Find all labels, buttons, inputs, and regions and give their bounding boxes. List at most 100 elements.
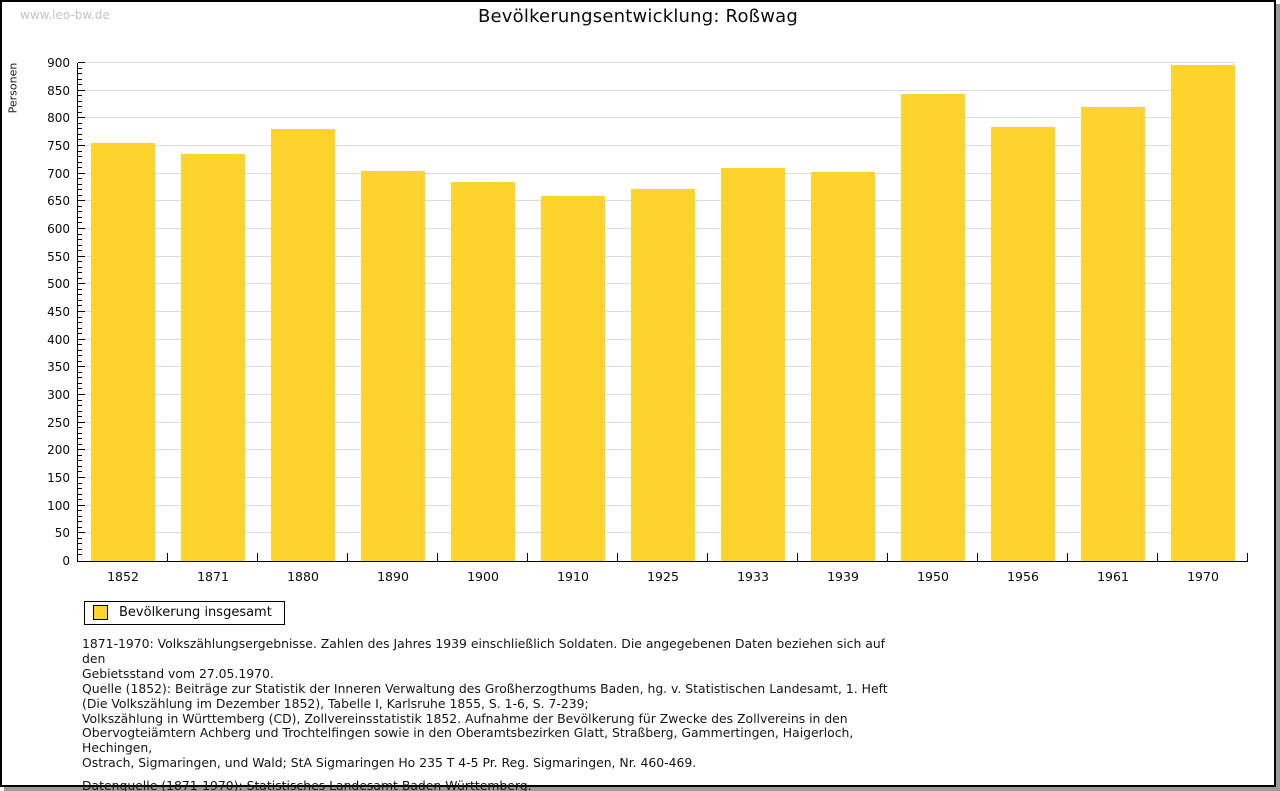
- y-tick: [78, 399, 82, 401]
- y-tick: [78, 438, 82, 440]
- y-tick: [78, 416, 82, 418]
- y-tick: [78, 178, 82, 180]
- y-tick: [78, 272, 82, 274]
- bar-1961: [1081, 107, 1145, 561]
- y-tick-label: 50: [54, 526, 70, 541]
- watermark: www.leo-bw.de: [20, 8, 110, 22]
- y-tick: [78, 521, 82, 523]
- y-tick: [78, 360, 82, 362]
- x-tick: [167, 553, 168, 561]
- y-tick: [78, 133, 82, 135]
- y-tick: [78, 261, 82, 263]
- y-tick: [78, 537, 82, 539]
- gridline-750: [78, 145, 1235, 146]
- y-tick: [78, 504, 85, 506]
- y-tick: [78, 344, 82, 346]
- y-tick: [78, 327, 82, 329]
- x-tick-label: 1950: [917, 569, 949, 584]
- x-tick: [1247, 553, 1248, 561]
- y-tick: [78, 311, 85, 312]
- x-tick-label: 1890: [377, 569, 409, 584]
- y-tick-label: 650: [47, 194, 70, 209]
- y-tick: [78, 78, 82, 80]
- y-tick: [78, 194, 82, 196]
- y-tick-label: 300: [47, 388, 70, 402]
- y-tick: [78, 117, 85, 119]
- y-tick: [78, 482, 82, 484]
- y-tick: [78, 333, 82, 335]
- y-tick: [78, 189, 82, 191]
- y-tick: [78, 239, 82, 241]
- y-tick: [78, 449, 85, 451]
- bar-1950: [901, 94, 965, 561]
- y-tick: [78, 515, 82, 517]
- x-tick: [887, 553, 888, 561]
- y-tick: [78, 543, 82, 545]
- y-tick-label: 550: [47, 249, 70, 264]
- y-tick: [78, 244, 82, 246]
- y-tick: [78, 145, 85, 146]
- y-tick: [78, 233, 82, 235]
- plot-area: 0 50 100 150 200 250 300 350 400 450 500 550 600 650 7…: [47, 56, 1248, 584]
- x-tick-label: 1871: [197, 569, 229, 584]
- y-tick: [78, 211, 82, 213]
- y-tick: [78, 228, 85, 229]
- y-tick: [78, 122, 82, 124]
- x-tick-label: 1970: [1187, 569, 1219, 584]
- y-tick: [78, 349, 82, 351]
- x-tick: [1157, 553, 1158, 561]
- y-tick: [78, 454, 82, 456]
- y-tick: [78, 465, 82, 467]
- bar-1900: [451, 181, 515, 561]
- x-tick-label: 1939: [827, 569, 859, 584]
- y-tick-label: 900: [47, 56, 70, 70]
- y-tick: [78, 128, 82, 130]
- y-tick: [78, 216, 82, 218]
- y-tick: [78, 388, 82, 390]
- y-tick: [78, 371, 82, 373]
- y-tick: [78, 377, 82, 379]
- bar-1939: [811, 172, 875, 561]
- y-tick: [78, 67, 82, 69]
- y-tick: [78, 488, 82, 490]
- y-tick: [78, 183, 82, 185]
- y-tick: [78, 167, 82, 169]
- y-tick: [78, 288, 82, 290]
- y-tick: [78, 477, 85, 478]
- y-tick-label: 750: [47, 139, 70, 153]
- page-title: Bevölkerungsentwicklung: Roßwag: [477, 6, 798, 27]
- x-tick: [527, 553, 528, 561]
- y-tick-label: 800: [47, 111, 70, 126]
- x-tick: [257, 553, 258, 561]
- y-tick-label: 400: [47, 332, 70, 347]
- y-tick: [78, 460, 82, 462]
- x-tick-label: 1900: [467, 569, 499, 584]
- x-tick: [1067, 553, 1068, 561]
- x-tick-label: 1925: [647, 569, 679, 584]
- y-tick-label: 150: [47, 471, 70, 485]
- y-tick: [78, 172, 85, 174]
- legend-label: Bevölkerung insgesamt: [119, 605, 272, 620]
- y-tick: [78, 106, 82, 108]
- y-tick: [78, 322, 82, 324]
- bar-1925: [631, 189, 695, 561]
- y-tick: [78, 355, 82, 357]
- y-tick: [78, 394, 85, 395]
- y-tick-label: 0: [62, 554, 70, 568]
- bar-1852: [91, 143, 155, 561]
- y-tick: [78, 161, 82, 163]
- gridline-700: [78, 172, 1235, 174]
- y-tick-label: 200: [47, 443, 70, 458]
- y-tick: [78, 139, 82, 141]
- y-tick-label: 500: [47, 277, 70, 292]
- y-tick: [78, 283, 85, 285]
- y-tick-label: 700: [47, 166, 70, 181]
- y-tick: [78, 266, 82, 268]
- x-tick-label: 1852: [107, 569, 139, 584]
- y-tick: [78, 89, 85, 91]
- y-tick: [78, 443, 82, 445]
- y-tick: [78, 73, 82, 75]
- y-tick: [78, 250, 82, 252]
- y-tick: [78, 493, 82, 495]
